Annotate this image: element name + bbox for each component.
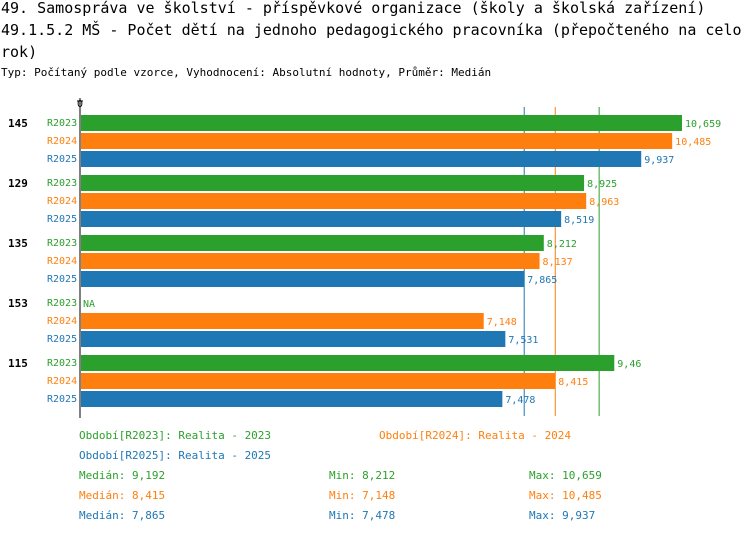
series-label: R2023	[47, 118, 77, 129]
bar	[81, 391, 503, 407]
data-label: 9,46	[617, 359, 641, 370]
data-label: 8,137	[543, 257, 573, 268]
data-label: 10,659	[685, 119, 721, 130]
bar	[81, 355, 615, 371]
bar	[81, 271, 525, 287]
bar	[81, 133, 673, 149]
bar	[81, 193, 587, 209]
series-label: R2024	[47, 256, 77, 267]
series-label: R2024	[47, 196, 77, 207]
series-label: R2023	[47, 298, 77, 309]
series-label: R2025	[47, 154, 77, 165]
category-label: 153	[8, 297, 28, 310]
data-label: 7,478	[505, 395, 535, 406]
data-label: 7,865	[527, 275, 557, 286]
series-label: R2023	[47, 238, 77, 249]
bar	[81, 331, 506, 347]
series-label: R2024	[47, 376, 77, 387]
data-label: 8,519	[564, 215, 594, 226]
chart-subtitle: Typ: Počítaný podle vzorce, Vyhodnocení:…	[1, 66, 492, 79]
bar	[81, 115, 682, 131]
data-label: 8,925	[587, 179, 617, 190]
bar	[81, 253, 540, 269]
series-label: R2025	[47, 334, 77, 345]
category-label: 129	[8, 177, 28, 190]
data-label: 8,415	[558, 377, 588, 388]
series-label: R2025	[47, 274, 77, 285]
series-label: R2023	[47, 358, 77, 369]
series-label: R2024	[47, 136, 77, 147]
data-label: 10,485	[675, 137, 711, 148]
series-label: R2023	[47, 178, 77, 189]
series-label: R2025	[47, 394, 77, 405]
data-label: 7,531	[508, 335, 538, 346]
bar	[81, 151, 642, 167]
series-label: R2024	[47, 316, 77, 327]
x-axis-zero-label: 0	[77, 99, 83, 110]
chart-title-line2: 49.1.5.2 MŠ - Počet dětí na jednoho peda…	[1, 21, 742, 61]
data-label: 9,937	[644, 155, 674, 166]
bar	[81, 313, 484, 329]
category-label: 145	[8, 117, 28, 130]
bar	[81, 373, 556, 389]
category-label: 135	[8, 237, 28, 250]
series-label: R2025	[47, 214, 77, 225]
data-label: 7,148	[487, 317, 517, 328]
bar	[81, 211, 562, 227]
data-label: 8,963	[589, 197, 619, 208]
data-label: 8,212	[547, 239, 577, 250]
data-label: NA	[83, 299, 95, 310]
bar	[81, 235, 544, 251]
chart-title-line1: 49. Samospráva ve školství - příspěvkové…	[1, 0, 706, 17]
bar	[81, 175, 585, 191]
category-label: 115	[8, 357, 28, 370]
